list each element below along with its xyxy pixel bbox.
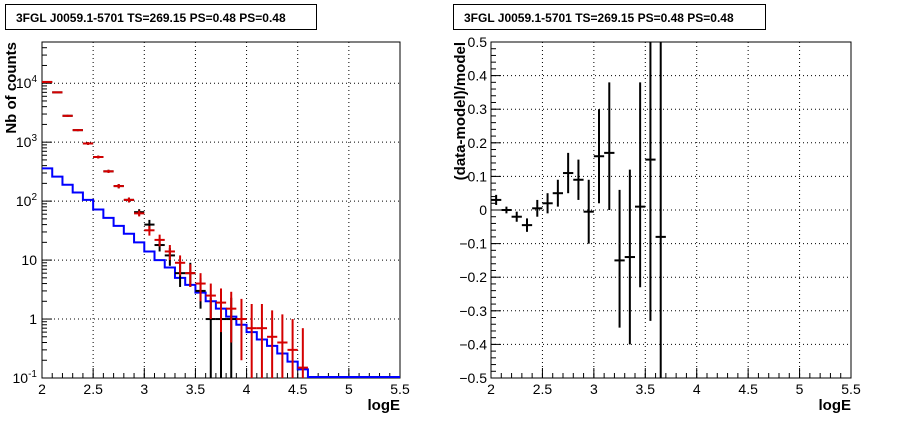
y-tick-label: −0.4	[459, 336, 487, 352]
x-axis-label: logE	[368, 397, 401, 414]
x-tick-label: 5.5	[841, 381, 861, 397]
y-tick-label: 104	[16, 74, 38, 91]
x-tick-label: 5.5	[390, 381, 410, 397]
left-plot-title: 3FGL J0059.1-5701 TS=269.15 PS=0.48 PS=0…	[5, 4, 317, 30]
x-tick-label: 3.5	[636, 381, 656, 397]
x-tick-label: 5	[796, 381, 804, 397]
x-tick-label: 3	[590, 381, 598, 397]
x-tick-label: 2	[487, 381, 495, 397]
x-tick-label: 2	[38, 381, 46, 397]
y-tick-label: −0.1	[459, 236, 487, 252]
y-tick-label: 10	[21, 252, 37, 268]
y-tick-label: 0.2	[468, 135, 488, 151]
y-tick-label: 0.4	[468, 68, 488, 84]
x-tick-label: 4.5	[738, 381, 758, 397]
x-tick-label: 3	[140, 381, 148, 397]
y-tick-label: −0.3	[459, 303, 487, 319]
y-tick-label: 0	[479, 202, 487, 218]
y-axis-label: Nb of counts	[3, 42, 20, 134]
x-tick-label: 3.5	[186, 381, 206, 397]
y-tick-label: 10-1	[13, 369, 38, 386]
x-tick-label: 2.5	[83, 381, 103, 397]
x-tick-label: 2.5	[533, 381, 553, 397]
right-plot-title: 3FGL J0059.1-5701 TS=269.15 PS=0.48 PS=0…	[453, 4, 766, 30]
y-tick-label: 1	[29, 311, 37, 327]
x-tick-label: 4.5	[288, 381, 308, 397]
x-tick-label: 5	[345, 381, 353, 397]
y-tick-label: 0.5	[468, 34, 488, 50]
y-tick-label: 0.3	[468, 101, 488, 117]
x-tick-label: 4	[243, 381, 251, 397]
x-axis-label: logE	[819, 397, 852, 414]
counts-spectrum-plot: 2 2.5 3 3.5 4 4.5 5 5.5 10-1 1 10 102 103 104 logE Nb o…	[3, 41, 410, 414]
y-tick-label: −0.5	[459, 370, 487, 386]
y-tick-label: 0.1	[468, 168, 488, 184]
y-tick-label: 103	[16, 133, 38, 150]
y-tick-label: 102	[16, 192, 38, 209]
y-axis-label: (data-model)/model	[452, 42, 469, 180]
y-tick-label: −0.2	[459, 269, 487, 285]
x-tick-label: 4	[693, 381, 701, 397]
